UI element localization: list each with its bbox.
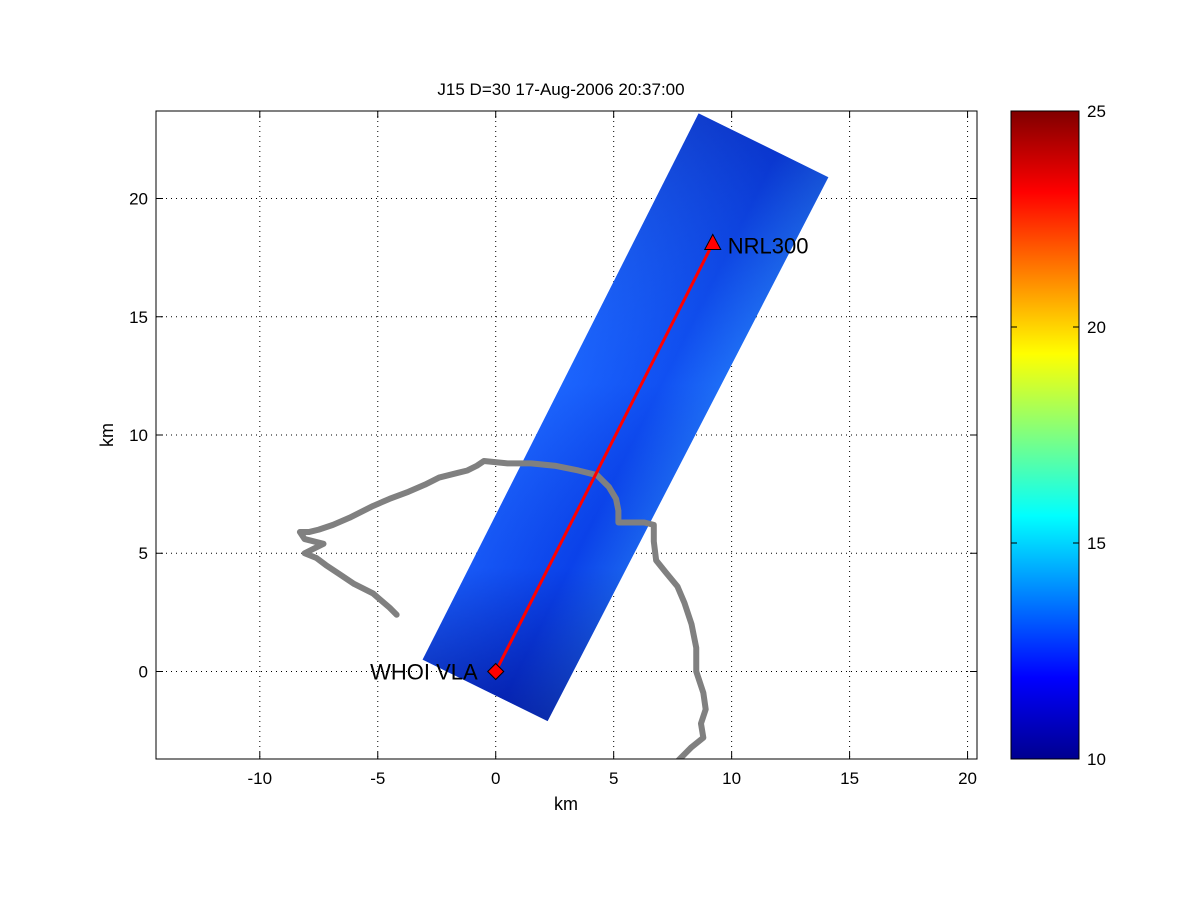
label-layer: WHOI VLA NRL300	[370, 233, 808, 684]
y-tick-label: 0	[139, 662, 148, 681]
colorbar-tick-label: 20	[1087, 318, 1106, 337]
tick-labels: -10 -5 0 5 10 15 20 0 5 10 15 20	[129, 190, 977, 788]
x-axis-label: km	[554, 794, 578, 814]
colorbar-ticks: 10 15 20 25	[1011, 102, 1106, 769]
y-axis-label: km	[97, 423, 117, 447]
nrl300-marker	[703, 233, 722, 250]
marker-layer	[487, 233, 722, 681]
x-tick-label: 5	[609, 769, 618, 788]
colorbar-tick-label: 25	[1087, 102, 1106, 121]
colorbar-gradient	[1010, 110, 1080, 760]
path-line	[494, 242, 715, 673]
tick-marks	[156, 111, 977, 759]
colorbar: 10 15 20 25	[1010, 102, 1106, 769]
x-tick-label: 15	[840, 769, 859, 788]
colorbar-tick-label: 15	[1087, 534, 1106, 553]
whoi-vla-label: WHOI VLA	[370, 659, 478, 684]
y-tick-label: 15	[129, 308, 148, 327]
track-layer	[296, 458, 709, 759]
colorbar-tick-label: 10	[1087, 750, 1106, 769]
x-tick-label: 0	[491, 769, 500, 788]
x-tick-label: -5	[370, 769, 385, 788]
y-tick-label: 10	[129, 426, 148, 445]
nrl300-label: NRL300	[728, 233, 809, 258]
x-tick-label: 10	[722, 769, 741, 788]
path-layer	[494, 242, 715, 673]
x-tick-label: -10	[248, 769, 273, 788]
y-tick-label: 5	[139, 544, 148, 563]
y-tick-label: 20	[129, 190, 148, 209]
chart-title: J15 D=30 17-Aug-2006 20:37:00	[437, 80, 684, 99]
x-tick-label: 20	[958, 769, 977, 788]
whoi-vla-marker	[487, 662, 505, 681]
gray-track	[296, 458, 709, 759]
